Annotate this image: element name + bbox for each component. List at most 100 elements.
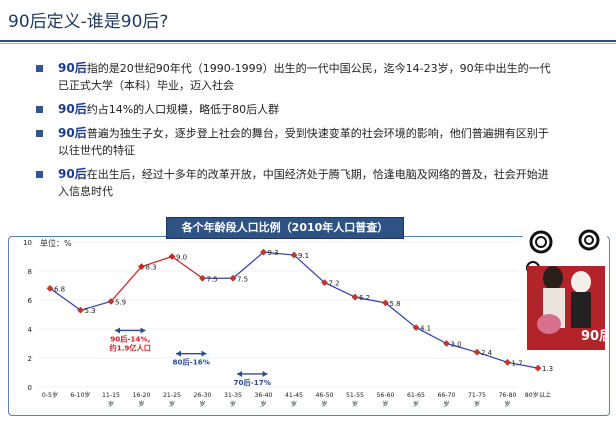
series-line-segment xyxy=(110,266,142,302)
arrow-head-right-icon xyxy=(262,370,268,377)
data-label: 6.2 xyxy=(359,294,370,302)
bullet-list: 90后指的是20世纪90年代（1990-1999）出生的一代中国公民，迄今14-… xyxy=(36,60,556,207)
chart-y-ticks: 0 2 4 6 8 10 xyxy=(23,239,32,392)
data-point xyxy=(534,364,542,372)
chart-gridlines xyxy=(38,241,518,388)
bullet-text: 普遍为独生子女，逐步登上社会的舞台，受到快速变革的社会环境的影响，他们普遍拥有区… xyxy=(58,127,549,157)
data-point xyxy=(77,306,84,314)
y-tick-label: 4 xyxy=(28,326,33,334)
bullet-square-icon xyxy=(36,65,43,72)
x-tick-label: 21-25 岁 xyxy=(163,392,181,408)
data-point xyxy=(504,358,511,366)
x-tick-label: 51-55 岁 xyxy=(346,392,364,408)
y-tick-label: 6 xyxy=(28,297,33,305)
photo-caption: 90后 xyxy=(581,328,607,344)
arrow-head-right-icon xyxy=(140,327,146,334)
y-tick-label: 10 xyxy=(23,239,32,247)
series-line-segment xyxy=(324,282,356,298)
annotation-label: 70后-17% xyxy=(234,378,271,387)
arrow-head-left-icon xyxy=(237,370,242,377)
data-point xyxy=(321,279,328,286)
decor-circles-icon xyxy=(526,229,600,275)
x-tick-label: 76-80 岁 xyxy=(499,392,517,408)
data-label: 4.1 xyxy=(420,325,431,333)
data-label: 8.3 xyxy=(146,264,157,272)
page-title: 90后定义-谁是90后? xyxy=(8,12,169,32)
annotation-label: 90后-14%, xyxy=(110,334,150,343)
data-point xyxy=(351,293,359,301)
bullet-keyword: 90后 xyxy=(58,61,87,75)
bullet-item: 90后约占14%的人口规模，略低于80后人群 xyxy=(36,101,556,118)
x-tick-label: 11-15 岁 xyxy=(102,392,120,408)
data-point xyxy=(138,263,145,271)
x-tick-label: 16-20 岁 xyxy=(133,392,151,408)
data-point xyxy=(412,324,420,331)
data-label: 5.3 xyxy=(85,307,96,315)
data-label: 6.8 xyxy=(54,285,65,293)
title-divider xyxy=(0,40,616,42)
annotation-sublabel: 约1.9亿人口 xyxy=(110,343,151,352)
x-tick-label: 71-75 岁 xyxy=(468,392,486,408)
bullet-keyword: 90后 xyxy=(58,126,87,140)
annotation-label: 80后-16% xyxy=(173,358,210,367)
series-line-segment xyxy=(446,342,478,353)
arrow-head-right-icon xyxy=(201,350,207,357)
series-line-segment xyxy=(354,296,386,304)
chart-x-ticks: 0-5岁 6-10岁 11-15 岁 16-20 岁 21-25 岁 26-30 岁 31-35 岁 3… xyxy=(42,391,551,408)
data-label: 1.3 xyxy=(542,365,553,373)
data-point xyxy=(107,298,115,305)
data-label: 7.2 xyxy=(329,280,340,288)
bullet-item: 90后在出生后，经过十多年的改革开放，中国经济处于腾飞期，恰逢电脑及网络的普及，… xyxy=(36,166,556,200)
data-point xyxy=(199,274,206,282)
series-line-segment xyxy=(415,327,447,345)
data-point xyxy=(168,253,176,260)
y-tick-label: 0 xyxy=(28,384,32,392)
x-tick-label: 41-45 岁 xyxy=(285,392,303,408)
x-tick-label: 36-40 岁 xyxy=(255,392,273,408)
bullet-square-icon xyxy=(36,171,43,178)
data-label: 2.4 xyxy=(481,349,493,357)
data-point xyxy=(260,248,267,256)
chart-series: 6.8 5.3 5.9 8.3 9.0 7.5 7.5 9.3 9.1 7.2 6.2 5.8 4.1 3… xyxy=(46,248,553,373)
data-point xyxy=(46,285,54,292)
series-line-segment xyxy=(232,251,264,279)
x-tick-label: 31-35 岁 xyxy=(224,392,242,408)
x-tick-label: 46-50 岁 xyxy=(316,392,334,408)
age-population-chart: 单位：% 0 2 4 6 8 10 0-5岁 6-10岁 11-15 岁 16-20 岁 21-25 岁… xyxy=(23,238,553,408)
data-label: 9.3 xyxy=(268,249,279,257)
x-tick-label: 66-70 岁 xyxy=(438,392,456,408)
data-label: 1.7 xyxy=(512,359,523,367)
bullet-item: 90后指的是20世纪90年代（1990-1999）出生的一代中国公民，迄今14-… xyxy=(36,60,556,94)
arrow-head-left-icon xyxy=(176,350,181,357)
series-line-segment xyxy=(385,302,417,329)
bullet-square-icon xyxy=(36,130,43,137)
series-line-segment xyxy=(141,255,173,268)
bullet-text: 指的是20世纪90年代（1990-1999）出生的一代中国公民，迄今14-23岁… xyxy=(58,62,551,92)
x-tick-label: 6-10岁 xyxy=(70,391,90,399)
y-tick-label: 2 xyxy=(28,355,32,363)
series-line-segment xyxy=(507,361,539,369)
chart-unit-label: 单位：% xyxy=(40,238,72,248)
x-tick-label: 56-60 岁 xyxy=(377,392,395,408)
series-line-segment xyxy=(263,251,295,256)
x-tick-label: 80岁以上 xyxy=(525,391,551,399)
bullet-text: 约占14%的人口规模，略低于80后人群 xyxy=(86,103,280,116)
data-label: 9.1 xyxy=(298,252,309,260)
bullet-keyword: 90后 xyxy=(58,102,87,116)
series-line-segment xyxy=(171,256,203,279)
photo-90hou: 90后 xyxy=(523,228,607,352)
arrow-head-left-icon xyxy=(115,327,120,334)
data-label: 5.9 xyxy=(115,298,126,306)
data-point xyxy=(290,251,298,259)
series-line-segment xyxy=(80,300,112,311)
bullet-item: 90后普遍为独生子女，逐步登上社会的舞台，受到快速变革的社会环境的影响，他们普遍… xyxy=(36,125,556,159)
data-point xyxy=(443,340,450,347)
bullet-keyword: 90后 xyxy=(58,167,87,181)
data-label: 5.8 xyxy=(390,300,401,308)
x-tick-label: 0-5岁 xyxy=(42,391,58,399)
data-point xyxy=(229,274,237,282)
bullet-text: 在出生后，经过十多年的改革开放，中国经济处于腾飞期，恰逢电脑及网络的普及，社会开… xyxy=(58,168,549,198)
bullet-square-icon xyxy=(36,106,43,113)
series-line-segment xyxy=(49,287,81,311)
data-label: 3.0 xyxy=(451,341,462,349)
